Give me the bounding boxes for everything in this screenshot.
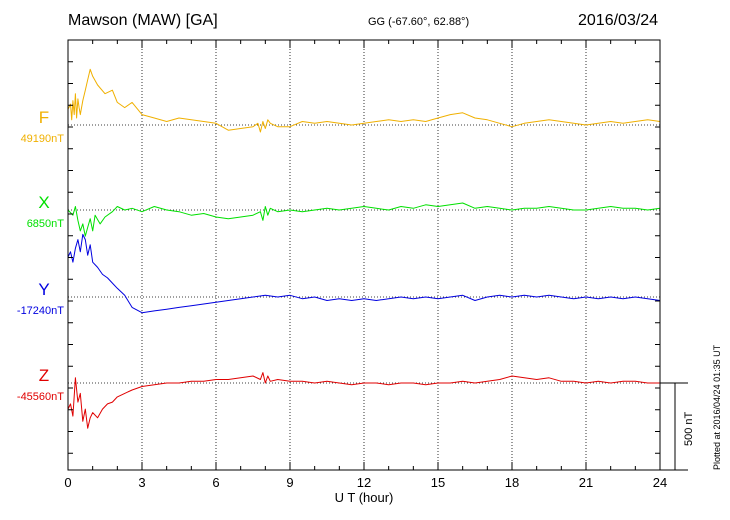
axis-ticks xyxy=(67,40,661,470)
series-baseline-Y: -17240nT xyxy=(17,305,64,317)
trace-Y xyxy=(67,233,661,314)
trace-Z xyxy=(67,372,660,429)
station-title: Mawson (MAW) [GA] xyxy=(68,12,218,29)
series-baseline-X: 6850nT xyxy=(27,218,65,230)
x-tick-label-9: 9 xyxy=(286,475,293,490)
x-tick-label-3: 3 xyxy=(138,475,145,490)
series-name-Y: Y xyxy=(38,280,49,299)
series-baseline-F: 49190nT xyxy=(21,133,65,145)
scale-bar: 500 nT xyxy=(660,382,695,471)
series-name-F: F xyxy=(39,108,49,127)
plot-frame xyxy=(67,39,661,471)
x-axis-label: U T (hour) xyxy=(335,490,394,505)
plotted-timestamp: Plotted at 2016/04/24 01:35 UT xyxy=(712,344,722,470)
x-tick-labels: 0 3 6 9 12 15 18 21 24 xyxy=(64,475,667,490)
x-tick-label-15: 15 xyxy=(431,475,445,490)
series-name-Z: Z xyxy=(39,366,49,385)
series-baseline-Z: -45560nT xyxy=(17,391,64,403)
x-tick-label-24: 24 xyxy=(653,475,667,490)
x-tick-label-18: 18 xyxy=(505,475,519,490)
trace-lines xyxy=(67,68,661,429)
series-labels: F 49190nT X 6850nT Y -17240nT Z -45560nT xyxy=(17,108,64,403)
series-name-X: X xyxy=(38,193,49,212)
x-tick-label-0: 0 xyxy=(64,475,71,490)
x-tick-label-12: 12 xyxy=(357,475,371,490)
scale-bar-label: 500 nT xyxy=(683,411,695,446)
trace-X xyxy=(67,202,661,237)
station-coordinates: GG (-67.60°, 62.88°) xyxy=(368,16,470,28)
trace-F xyxy=(67,68,661,133)
x-tick-label-21: 21 xyxy=(579,475,593,490)
chart-date: 2016/03/24 xyxy=(578,12,659,29)
grid-lines xyxy=(141,40,587,470)
x-tick-label-6: 6 xyxy=(212,475,219,490)
